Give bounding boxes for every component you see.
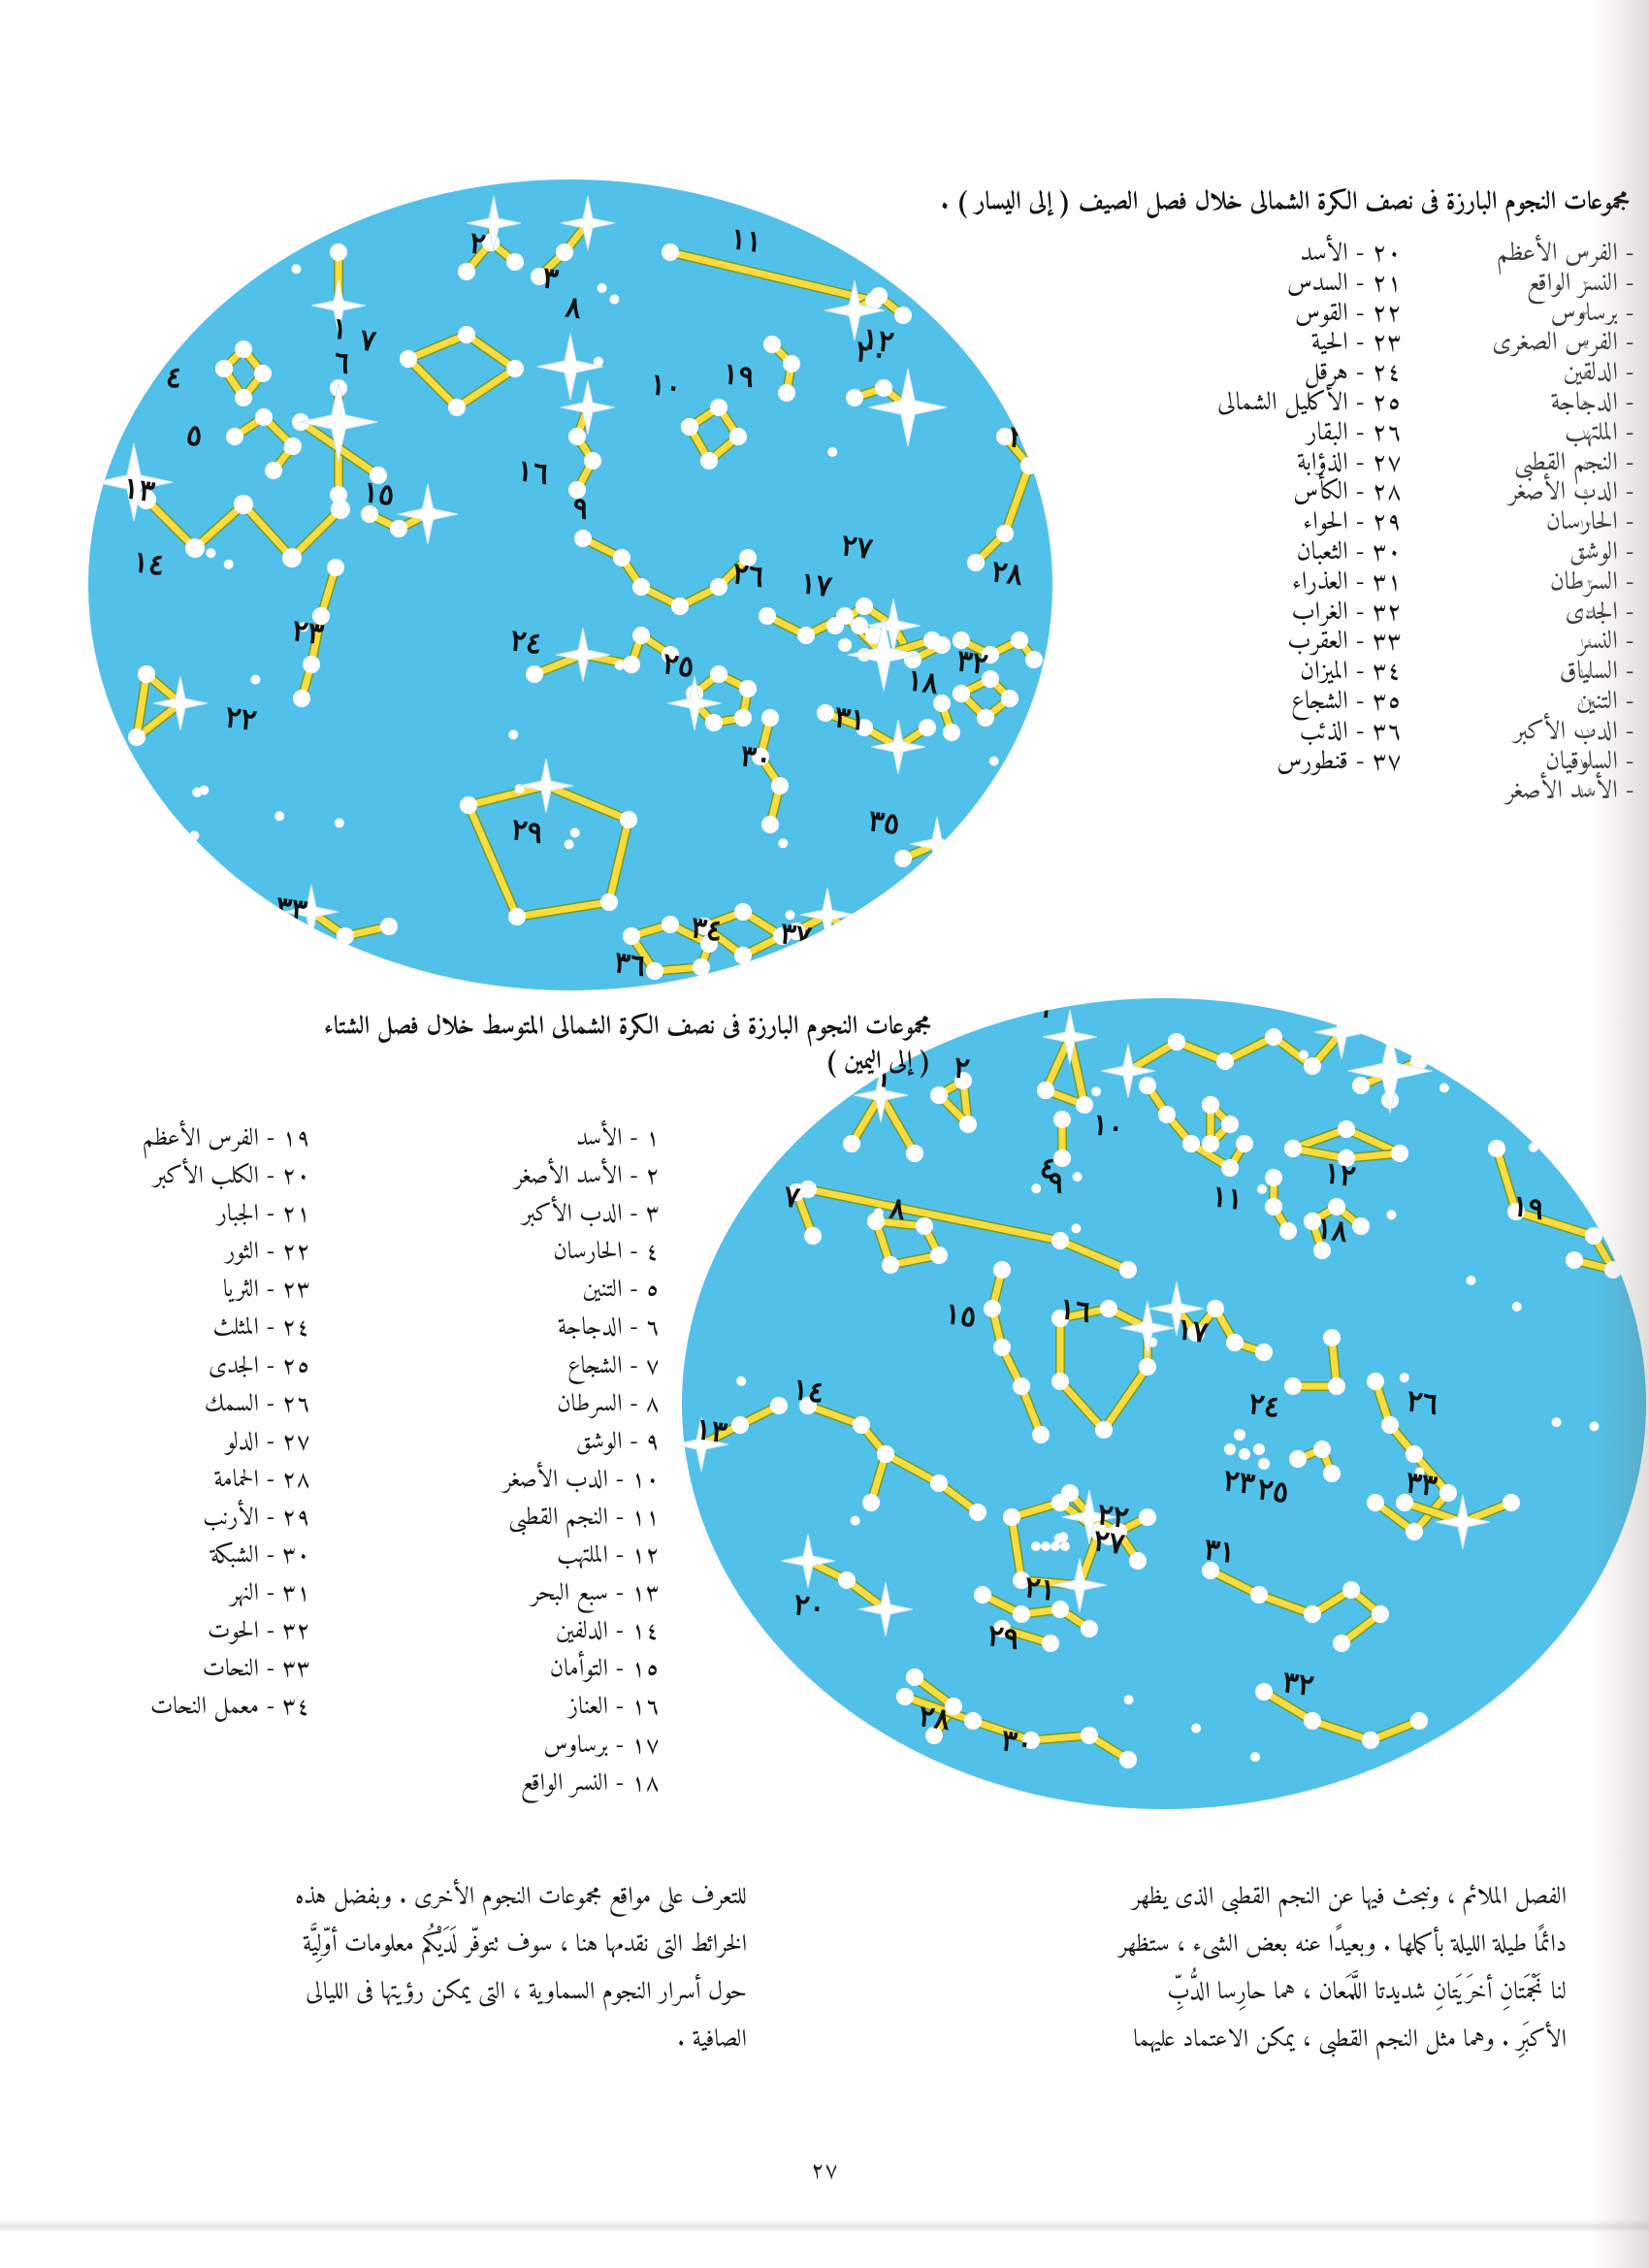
svg-text:١٤: ١٤ <box>791 1374 826 1409</box>
svg-text:١٧: ١٧ <box>1175 1313 1211 1349</box>
svg-text:١٠: ١٠ <box>648 369 684 405</box>
svg-text:٣٤: ٣٤ <box>689 912 725 948</box>
svg-text:٣٥: ٣٥ <box>866 805 902 841</box>
svg-text:٢٧: ٢٧ <box>1091 1525 1127 1561</box>
svg-text:٣٢: ٣٢ <box>954 645 990 681</box>
svg-text:٢٨: ٢٨ <box>917 1701 953 1736</box>
svg-text:٣٣: ٣٣ <box>274 891 309 927</box>
svg-text:٢٤: ٢٤ <box>1246 1388 1282 1424</box>
svg-text:١٨: ١٨ <box>1314 1213 1350 1248</box>
svg-text:٢١: ٢١ <box>1022 1571 1058 1607</box>
svg-text:١٣: ١٣ <box>121 472 157 508</box>
svg-text:٣٢: ٣٢ <box>1280 1667 1316 1702</box>
svg-text:٣٠: ٣٠ <box>738 740 774 776</box>
svg-text:١٦: ١٦ <box>1057 1293 1093 1329</box>
svg-text:٣٣: ٣٣ <box>1404 1467 1439 1503</box>
svg-text:٢٥: ٢٥ <box>661 648 696 684</box>
svg-text:٢٩: ٢٩ <box>986 1620 1021 1656</box>
svg-text:٦: ٦ <box>1418 1021 1439 1054</box>
svg-text:٢٠: ٢٠ <box>792 1589 827 1625</box>
svg-text:٣١: ٣١ <box>832 701 868 737</box>
svg-text:٢٩: ٢٩ <box>509 814 545 850</box>
svg-text:٢٥: ٢٥ <box>1255 1474 1291 1509</box>
svg-text:٢٣: ٢٣ <box>1221 1465 1257 1501</box>
svg-text:٣٦: ٣٦ <box>612 947 648 983</box>
svg-text:٣١: ٣١ <box>1202 1534 1238 1570</box>
svg-text:١٥: ١٥ <box>943 1298 979 1334</box>
svg-text:٣٠: ٣٠ <box>999 1725 1035 1761</box>
svg-text:٢١: ٢١ <box>1007 421 1043 457</box>
svg-text:٢٧: ٢٧ <box>839 530 875 566</box>
svg-text:١٨: ١٨ <box>905 664 941 700</box>
svg-text:٢٦: ٢٦ <box>730 558 766 594</box>
svg-text:٢٨: ٢٨ <box>989 556 1025 592</box>
svg-text:١٩: ١٩ <box>1510 1190 1546 1226</box>
svg-text:١١: ١١ <box>728 223 764 259</box>
svg-text:١٩: ١٩ <box>721 358 757 394</box>
svg-text:٢٤: ٢٤ <box>508 625 544 661</box>
svg-text:١٠: ١٠ <box>1090 1109 1126 1145</box>
svg-text:١١: ١١ <box>1210 1181 1245 1216</box>
svg-text:١٤: ١٤ <box>131 546 167 582</box>
svg-text:٢٣: ٢٣ <box>290 615 326 651</box>
svg-text:١٢: ١٢ <box>1322 1157 1358 1193</box>
svg-text:١٧: ١٧ <box>798 567 834 603</box>
svg-text:٣٧: ٣٧ <box>778 918 814 954</box>
svg-text:٢٢: ٢٢ <box>223 701 259 737</box>
svg-text:١٣: ١٣ <box>694 1413 729 1449</box>
svg-text:١٦: ١٦ <box>515 455 551 491</box>
svg-text:٢٦: ٢٦ <box>1405 1385 1440 1421</box>
svg-text:٢٠: ٢٠ <box>854 336 889 372</box>
svg-text:١٥: ١٥ <box>361 476 397 512</box>
